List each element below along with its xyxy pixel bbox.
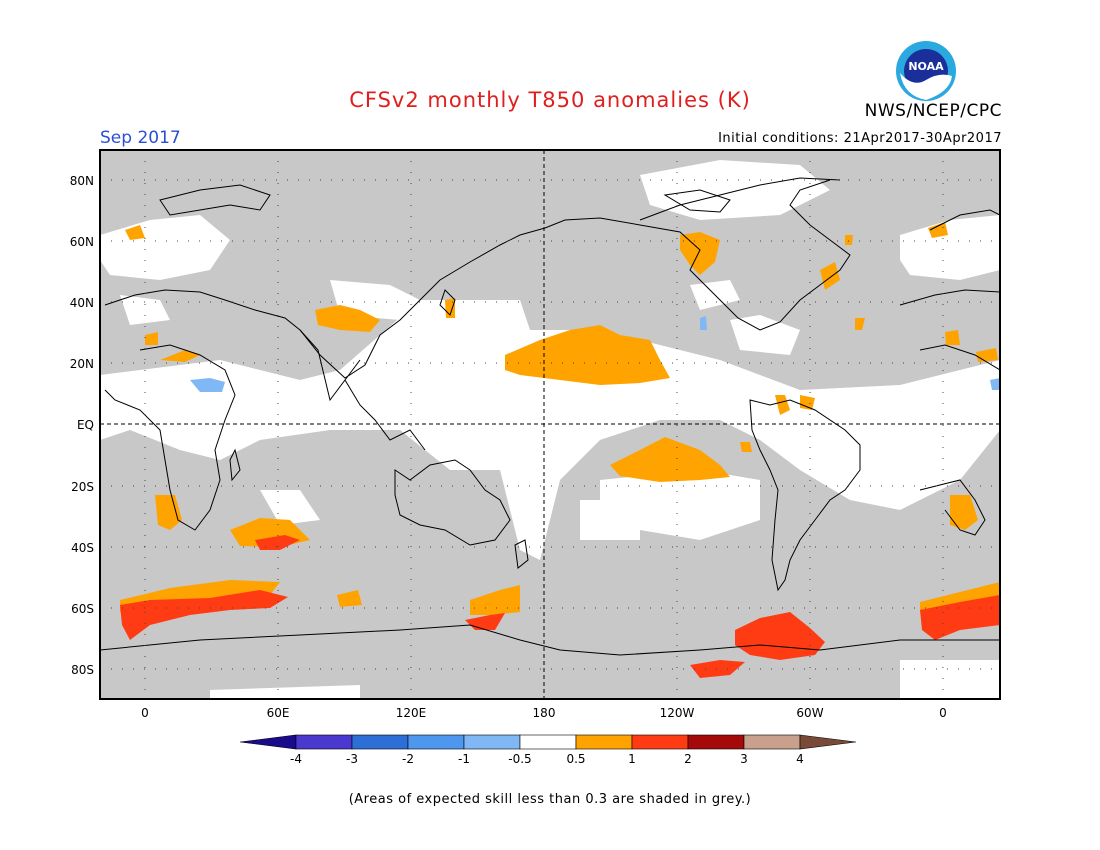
colorbar-segment [239, 734, 297, 750]
colorbar-segment [799, 734, 857, 750]
lon-label: 60E [267, 706, 290, 720]
forecast-month: Sep 2017 [100, 128, 181, 148]
lat-label: 20S [71, 480, 94, 494]
map-frame [99, 149, 1001, 700]
colorbar-tick-label: -3 [346, 752, 358, 766]
colorbar-tick-label: 4 [796, 752, 804, 766]
colorbar-segment [519, 734, 577, 750]
colorbar: -4 -3 -2 -1 -0.5 0.5 1 2 3 4 [239, 734, 857, 766]
colorbar-tick-label: -4 [290, 752, 302, 766]
organization-label: NWS/NCEP/CPC [864, 101, 1002, 121]
colorbar-labels: -4 -3 -2 -1 -0.5 0.5 1 2 3 4 [290, 752, 804, 766]
lon-label: 120E [396, 706, 427, 720]
skill-footnote: (Areas of expected skill less than 0.3 a… [348, 792, 752, 807]
longitude-axis: 0 60E 120E 180 120W 60W 0 [141, 706, 947, 720]
colorbar-tick-label: 2 [684, 752, 692, 766]
latitude-axis: 80N 60N 40N 20N EQ 20S 40S 60S 80S [70, 174, 94, 677]
coastlines [100, 177, 1000, 656]
colorbar-segment [743, 734, 801, 750]
map-title: CFSv2 monthly T850 anomalies (K) [349, 88, 751, 112]
lat-label: EQ [77, 418, 94, 432]
lon-label: 0 [939, 706, 947, 720]
colorbar-tick-label: 1 [628, 752, 636, 766]
colorbar-tick-label: -1 [458, 752, 470, 766]
lat-label: 60N [70, 235, 94, 249]
negative-anomaly-regions [190, 316, 1000, 392]
lat-label: 60S [71, 602, 94, 616]
colorbar-segment [631, 734, 689, 750]
lat-label: 80S [71, 663, 94, 677]
lon-label: 60W [796, 706, 823, 720]
colorbar-segment [295, 734, 353, 750]
colorbar-tick-label: -2 [402, 752, 414, 766]
noaa-logo-icon: NOAA [896, 41, 956, 101]
initial-conditions: Initial conditions: 21Apr2017-30Apr2017 [718, 131, 1002, 146]
lat-label: 80N [70, 174, 94, 188]
colorbar-segment [687, 734, 745, 750]
colorbar-tick-label: 0.5 [566, 752, 585, 766]
anomaly-map: 80N 60N 40N 20N EQ 20S 40S 60S 80S 0 60E… [70, 149, 1001, 720]
lat-label: 20N [70, 357, 94, 371]
lon-label: 180 [533, 706, 556, 720]
colorbar-segment [407, 734, 465, 750]
colorbar-segment [351, 734, 409, 750]
colorbar-segment [463, 734, 521, 750]
lat-label: 40N [70, 296, 94, 310]
lon-label: 120W [660, 706, 695, 720]
noaa-logo-text: NOAA [908, 60, 944, 73]
lon-label: 0 [141, 706, 149, 720]
colorbar-segment [575, 734, 633, 750]
colorbar-tick-label: -0.5 [508, 752, 531, 766]
colorbar-segments [239, 734, 857, 750]
colorbar-tick-label: 3 [740, 752, 748, 766]
lat-label: 40S [71, 541, 94, 555]
red-anomaly-regions [120, 535, 1000, 678]
